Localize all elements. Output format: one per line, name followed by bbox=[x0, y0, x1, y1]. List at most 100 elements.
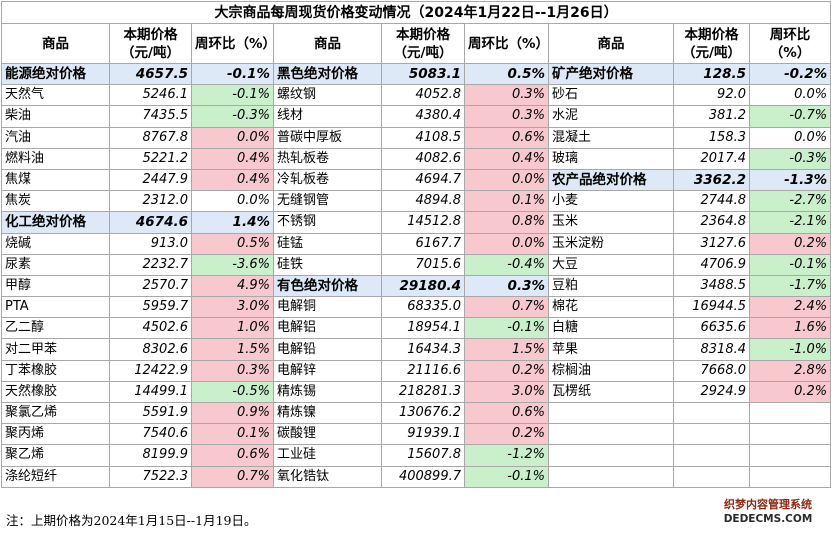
commodity-change: 0.3% bbox=[191, 359, 274, 382]
commodity-price: 4894.8 bbox=[381, 190, 465, 213]
commodity-name: 电解铜 bbox=[273, 296, 382, 319]
commodity-change bbox=[748, 444, 831, 467]
commodity-change bbox=[748, 401, 831, 425]
commodity-change: 2.8% bbox=[748, 359, 831, 382]
commodity-name: 冷轧板卷 bbox=[273, 168, 382, 192]
commodity-change: 1.4% bbox=[191, 211, 274, 234]
commodity-name: 白糖 bbox=[548, 317, 674, 340]
commodity-change: 0.8% bbox=[464, 211, 549, 234]
commodity-change: 0.4% bbox=[464, 147, 549, 170]
header-name-3: 商品 bbox=[548, 23, 674, 64]
commodity-name: 玉米 bbox=[548, 211, 674, 234]
commodity-price: 14499.1 bbox=[109, 380, 192, 404]
commodity-name: 对二甲苯 bbox=[1, 338, 110, 361]
commodity-price: 91939.1 bbox=[381, 423, 465, 446]
header-name-2: 商品 bbox=[273, 23, 382, 64]
commodity-price: 381.2 bbox=[673, 105, 750, 128]
commodity-price: 2570.7 bbox=[109, 274, 192, 298]
table-row: 聚丙烯 7540.6 0.1% 碳酸锂 91939.1 0.2% bbox=[1, 423, 831, 446]
commodity-price bbox=[673, 401, 750, 425]
commodity-price: 4052.8 bbox=[381, 84, 465, 107]
commodity-name: 聚乙烯 bbox=[1, 444, 110, 467]
commodity-price: 7668.0 bbox=[673, 359, 750, 382]
table-row: 烧碱 913.0 0.5% 硅锰 6167.7 0.0% 玉米淀粉 3127.6 0.2% bbox=[1, 232, 831, 255]
commodity-name: 电解铝 bbox=[273, 317, 382, 340]
header-price-1: 本期价格（元/吨） bbox=[109, 23, 192, 64]
commodity-change: 0.5% bbox=[464, 62, 549, 86]
watermark-line1: 织梦内容管理系统 bbox=[724, 498, 812, 511]
table-row: 焦煤 2447.9 0.4% 冷轧板卷 4694.7 0.0% 农产品绝对价格 3362.2-… bbox=[1, 168, 831, 192]
commodity-change: 0.6% bbox=[191, 444, 274, 467]
commodity-change: -3.6% bbox=[191, 253, 274, 276]
commodity-price: 4380.4 bbox=[381, 105, 465, 128]
table-row: 焦炭 2312.0 0.0% 无缝钢管 4894.8 0.1% 小麦 2744.8 -2.7% bbox=[1, 190, 831, 213]
commodity-name: 砂石 bbox=[548, 84, 674, 107]
table-row: 甲醇 2570.7 4.9% 有色绝对价格 29180.4 0.3% 豆粕 3488.5 -1.… bbox=[1, 274, 831, 298]
commodity-change: -0.1% bbox=[464, 317, 549, 340]
header-change-2: 周环比（%） bbox=[464, 23, 549, 64]
commodity-price: 913.0 bbox=[109, 232, 192, 255]
commodity-name: 乙二醇 bbox=[1, 317, 110, 340]
header-name-1: 商品 bbox=[1, 23, 110, 64]
commodity-name: 精炼锡 bbox=[273, 380, 382, 404]
commodity-name: 不锈钢 bbox=[273, 211, 382, 234]
commodity-change: 0.0% bbox=[748, 84, 831, 107]
commodity-change: 0.7% bbox=[191, 465, 274, 488]
commodity-change: -0.3% bbox=[748, 147, 831, 170]
commodity-price: 5959.7 bbox=[109, 296, 192, 319]
commodity-change: 0.5% bbox=[191, 232, 274, 255]
commodity-price: 7435.5 bbox=[109, 105, 192, 128]
table-row: 燃料油 5221.2 0.4% 热轧板卷 4082.6 0.4% 玻璃 2017.4 -0.3% bbox=[1, 147, 831, 170]
commodity-name bbox=[548, 465, 674, 488]
commodity-name bbox=[548, 444, 674, 467]
table-row: 聚氯乙烯 5591.9 0.9% 精炼镍 130676.2 0.6% bbox=[1, 401, 831, 425]
commodity-name bbox=[548, 401, 674, 425]
commodity-name: 化工绝对价格 bbox=[1, 211, 110, 234]
commodity-price: 2364.8 bbox=[673, 211, 750, 234]
table-row: 天然气 5246.1 -0.1% 螺纹钢 4052.8 0.3% 砂石 92.0 0.0% bbox=[1, 84, 831, 107]
commodity-price: 4108.5 bbox=[381, 126, 465, 149]
commodity-name: 棉花 bbox=[548, 296, 674, 319]
commodity-name: 丁苯橡胶 bbox=[1, 359, 110, 382]
commodity-name: 螺纹钢 bbox=[273, 84, 382, 107]
commodity-name: 聚丙烯 bbox=[1, 423, 110, 446]
commodity-price: 4674.6 bbox=[109, 211, 192, 234]
commodity-name: 汽油 bbox=[1, 126, 110, 149]
table-row: PTA 5959.7 3.0% 电解铜 68335.0 0.7% 棉花 16944.5 2.4% bbox=[1, 296, 831, 319]
commodity-price: 16434.3 bbox=[381, 338, 465, 361]
commodity-change: -1.3% bbox=[748, 168, 831, 192]
commodity-name: 水泥 bbox=[548, 105, 674, 128]
footnote: 注：上期价格为2024年1月15日--1月19日。 bbox=[6, 513, 257, 528]
table-row: 对二甲苯 8302.6 1.5% 电解铅 16434.3 1.5% 苹果 8318.4 -1.0… bbox=[1, 338, 831, 361]
commodity-price: 16944.5 bbox=[673, 296, 750, 319]
commodity-name: 燃料油 bbox=[1, 147, 110, 170]
commodity-change: 0.9% bbox=[191, 401, 274, 425]
commodity-price: 8199.9 bbox=[109, 444, 192, 467]
commodity-change: 0.2% bbox=[464, 423, 549, 446]
commodity-price: 8318.4 bbox=[673, 338, 750, 361]
commodity-name: 有色绝对价格 bbox=[273, 274, 382, 298]
commodity-price: 6635.6 bbox=[673, 317, 750, 340]
commodity-name: 农产品绝对价格 bbox=[548, 168, 674, 192]
commodity-change: 1.5% bbox=[464, 338, 549, 361]
commodity-name: 烧碱 bbox=[1, 232, 110, 255]
commodity-name: 甲醇 bbox=[1, 274, 110, 298]
commodity-change: 0.2% bbox=[464, 359, 549, 382]
commodity-change: 0.0% bbox=[748, 126, 831, 149]
commodity-price: 5246.1 bbox=[109, 84, 192, 107]
commodity-change: 0.3% bbox=[464, 105, 549, 128]
commodity-name: 焦炭 bbox=[1, 190, 110, 213]
commodity-change: -2.7% bbox=[748, 190, 831, 213]
commodity-price: 2447.9 bbox=[109, 168, 192, 192]
commodity-name: 涤纶短纤 bbox=[1, 465, 110, 488]
commodity-price: 12422.9 bbox=[109, 359, 192, 382]
commodity-price: 4502.6 bbox=[109, 317, 192, 340]
commodity-change: 0.0% bbox=[464, 232, 549, 255]
commodity-price: 3362.2 bbox=[673, 168, 750, 192]
commodity-change: 1.0% bbox=[191, 317, 274, 340]
commodity-change: -0.5% bbox=[191, 380, 274, 404]
commodity-change: 0.2% bbox=[748, 232, 831, 255]
commodity-name: 普碳中厚板 bbox=[273, 126, 382, 149]
commodity-name: 无缝钢管 bbox=[273, 190, 382, 213]
commodity-change: -0.4% bbox=[464, 253, 549, 276]
